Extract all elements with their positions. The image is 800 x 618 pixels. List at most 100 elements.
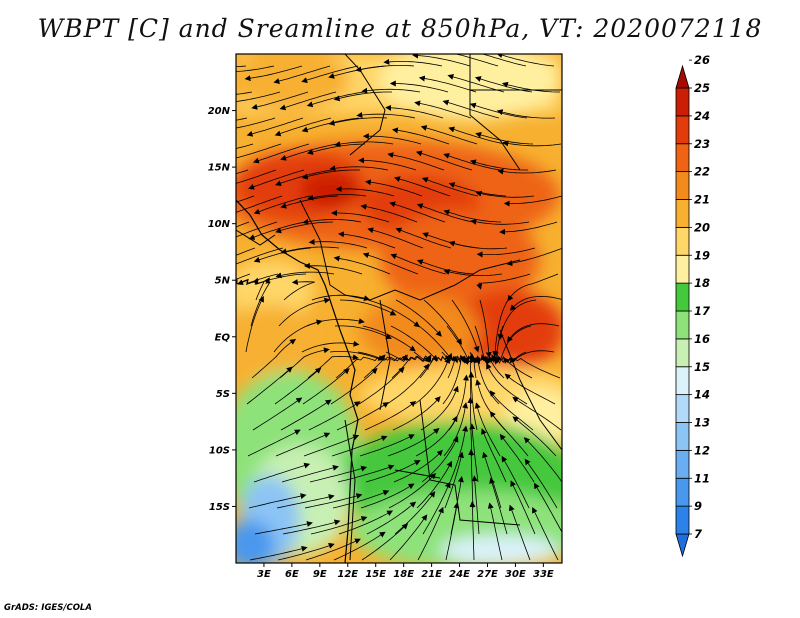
streamline: [534, 482, 562, 533]
streamline: [506, 247, 562, 267]
streamline: [254, 521, 313, 535]
streamline: [236, 195, 255, 203]
colorbar-box: [675, 394, 690, 423]
streamline: [237, 279, 265, 301]
streamline: [330, 367, 378, 405]
streamline: [236, 273, 251, 280]
streamline: [532, 507, 559, 561]
streamline: [496, 54, 555, 67]
colorbar-box: [675, 199, 690, 228]
streamline: [236, 195, 283, 213]
streamline: [331, 435, 388, 457]
streamline: [422, 481, 451, 535]
colorbar-label: 22: [694, 165, 710, 179]
lon-label: 9E: [313, 569, 327, 580]
streamline: [252, 143, 310, 164]
streamline: [236, 221, 278, 238]
streamline: [451, 299, 480, 353]
streamline: [471, 475, 480, 535]
streamline: [245, 296, 264, 353]
streamline: [497, 168, 557, 175]
streamline: [309, 465, 368, 483]
streamline: [499, 433, 535, 483]
lon-label: 27E: [477, 569, 498, 580]
streamline: [244, 65, 303, 82]
streamline: [387, 428, 440, 457]
streamline: [360, 483, 415, 509]
map-frame: [235, 53, 563, 564]
streamline: [248, 169, 305, 190]
streamline: [365, 460, 421, 483]
colorbar-label: 13: [694, 416, 710, 430]
streamline: [364, 179, 423, 197]
latitude-axis: 20N 15N 10N 5N EQ 5S 10S 15S: [208, 106, 236, 513]
colorbar-max-triangle: [675, 64, 690, 89]
streamline: [389, 514, 428, 561]
streamline: [486, 362, 528, 405]
streamline: [442, 355, 466, 405]
lat-label: 15N: [208, 163, 231, 174]
streamline: [251, 91, 309, 110]
streamline: [236, 247, 284, 265]
streamline: [418, 75, 477, 93]
streamline: [273, 65, 331, 84]
streamline: [283, 279, 315, 301]
streamline: [443, 269, 503, 276]
streamline: [389, 201, 446, 223]
streamline: [333, 255, 391, 275]
streamline: [273, 319, 323, 353]
streamline: [367, 227, 424, 249]
colorbar-box: [675, 143, 690, 173]
colorbar-box: [675, 505, 690, 535]
colorbar-box: [675, 310, 690, 340]
streamline: [236, 65, 275, 72]
streamline: [301, 340, 360, 353]
lat-label: 10S: [209, 445, 230, 456]
streamline: [274, 367, 322, 405]
streamline: [383, 58, 443, 67]
streamline: [310, 516, 368, 535]
streamline: [281, 464, 339, 483]
colorbar-label: 12: [694, 443, 710, 457]
streamline: [414, 357, 450, 405]
streamline: [302, 218, 362, 225]
colorbar-label: 23: [694, 137, 710, 151]
streamline: [236, 117, 248, 121]
streamline: [332, 490, 390, 509]
streamline: [510, 480, 536, 535]
streamline: [331, 210, 390, 223]
streamline: [236, 143, 254, 149]
streamline: [249, 545, 308, 561]
streamline: [246, 366, 293, 405]
streamline: [361, 87, 421, 94]
streamline: [501, 81, 560, 93]
streamline: [302, 368, 350, 405]
streamline: [448, 240, 508, 250]
streamline: [386, 363, 430, 405]
streamline: [311, 294, 371, 302]
colorbar-label: 7: [694, 527, 702, 541]
footer-credit: GrADS: IGES/COLA: [4, 603, 92, 613]
streamline: [338, 510, 394, 535]
streamline: [390, 325, 438, 362]
colorbar-label: 9: [694, 499, 702, 513]
lat-label: 5N: [215, 276, 231, 287]
lon-label: 15E: [365, 569, 386, 580]
streamlines: [236, 54, 562, 561]
streamline: [469, 423, 479, 483]
streamline: [276, 494, 335, 509]
streamline: [388, 472, 437, 509]
streamline: [337, 464, 395, 483]
streamline: [277, 542, 335, 561]
colorbar-min-triangle: [675, 533, 690, 558]
streamline: [415, 150, 473, 171]
streamline: [275, 271, 335, 279]
streamline: [391, 127, 450, 145]
streamline: [301, 65, 359, 83]
streamline: [389, 80, 449, 93]
streamline: [236, 117, 276, 129]
streamline: [443, 402, 469, 457]
streamline: [358, 157, 417, 171]
streamline: [509, 356, 561, 379]
streamline: [489, 477, 508, 535]
